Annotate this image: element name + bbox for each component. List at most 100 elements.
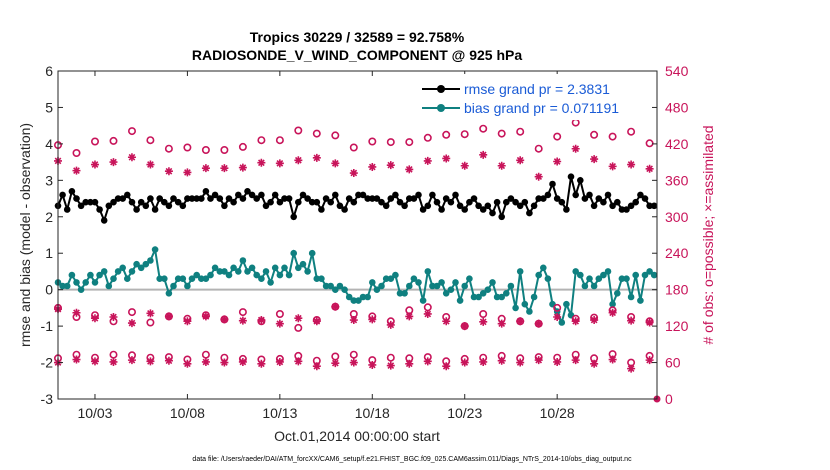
data-point <box>63 206 71 213</box>
y-tick-label: 0 <box>45 282 53 298</box>
data-point <box>438 279 445 286</box>
obs-possible-marker <box>627 127 636 136</box>
obs-assimilated-marker <box>275 357 284 366</box>
obs-possible-marker <box>497 129 506 138</box>
data-point <box>424 268 432 275</box>
data-point <box>100 217 108 224</box>
obs-possible-marker <box>91 137 100 146</box>
x-tick-label: 10/28 <box>540 405 575 421</box>
data-point <box>179 275 187 283</box>
data-point <box>466 275 473 283</box>
y-right-tick-label: 300 <box>665 209 689 225</box>
data-point <box>174 275 182 283</box>
data-point <box>526 209 533 217</box>
obs-assimilated-marker <box>201 164 210 173</box>
data-point <box>447 286 455 294</box>
data-point <box>271 264 279 272</box>
obs-assimilated-marker <box>164 167 173 176</box>
data-point <box>479 290 487 297</box>
obs-possible-marker <box>516 127 525 136</box>
data-point <box>239 195 247 202</box>
data-point <box>267 279 274 286</box>
data-point <box>165 202 173 210</box>
data-point <box>382 202 390 210</box>
data-point <box>489 279 496 286</box>
obs-possible-marker <box>608 132 617 141</box>
data-point <box>567 173 575 180</box>
obs-assimilated-marker <box>405 359 414 368</box>
data-point <box>341 286 348 294</box>
obs-assimilated-marker <box>220 315 229 324</box>
data-point <box>641 271 649 279</box>
series-line <box>57 176 655 224</box>
data-point <box>364 195 372 202</box>
data-point <box>521 198 529 206</box>
data-point <box>424 202 432 210</box>
obs-assimilated-marker <box>608 162 617 171</box>
data-point <box>563 206 570 213</box>
obs-assimilated-marker <box>275 159 284 168</box>
obs-assimilated-marker <box>275 319 284 328</box>
obs-possible-marker <box>72 149 81 158</box>
obs-assimilated-marker <box>220 358 229 367</box>
x-axis-label: Oct.01,2014 00:00:00 start <box>274 428 440 444</box>
plot-area <box>53 70 661 403</box>
data-point <box>410 275 418 283</box>
y-right-tick-label: 540 <box>665 63 689 79</box>
obs-assimilated-marker <box>479 357 488 366</box>
data-point <box>327 198 335 206</box>
data-point <box>188 195 196 202</box>
data-point <box>442 195 450 202</box>
data-point <box>586 191 593 199</box>
data-point <box>77 202 85 210</box>
data-point <box>475 202 482 210</box>
data-point <box>82 279 89 286</box>
obs-possible-marker <box>257 136 266 145</box>
obs-possible-marker <box>238 308 247 317</box>
data-point <box>581 282 589 290</box>
data-point <box>521 300 529 308</box>
data-point <box>493 293 501 301</box>
data-point <box>627 293 635 301</box>
y-tick-label: -1 <box>41 318 54 334</box>
data-point <box>68 271 76 279</box>
data-point <box>479 206 487 213</box>
data-point <box>202 188 210 195</box>
chart-subtitle: RADIOSONDE_V_WIND_COMPONENT @ 925 hPa <box>192 47 522 63</box>
legend-bias-label: bias grand pr = 0.071191 <box>464 100 619 116</box>
legend-rmse-marker <box>437 85 445 93</box>
obs-assimilated-marker <box>442 154 451 163</box>
data-point <box>415 279 422 286</box>
data-point <box>248 264 256 272</box>
obs-assimilated-marker <box>386 161 395 170</box>
data-point <box>147 195 154 202</box>
data-point <box>530 202 538 210</box>
data-point <box>623 275 630 283</box>
data-point <box>396 198 404 206</box>
data-point <box>581 195 589 202</box>
data-point <box>147 257 154 264</box>
data-point <box>498 293 506 301</box>
obs-assimilated-marker <box>368 162 377 171</box>
data-point <box>466 198 473 206</box>
data-point <box>207 271 214 279</box>
obs-assimilated-marker <box>423 156 432 165</box>
data-point <box>512 198 519 206</box>
data-point <box>419 206 427 213</box>
data-point <box>382 275 390 283</box>
obs-assimilated-marker <box>645 318 654 327</box>
data-point <box>355 191 362 199</box>
data-point <box>151 206 159 213</box>
data-point <box>322 282 330 290</box>
data-point <box>604 268 612 275</box>
data-point <box>156 195 163 202</box>
data-point <box>336 282 344 290</box>
data-point <box>142 260 150 268</box>
data-point <box>211 191 219 199</box>
data-point <box>572 191 579 199</box>
data-point <box>406 195 413 202</box>
obs-assimilated-marker <box>72 166 81 175</box>
obs-assimilated-marker <box>553 357 562 366</box>
obs-assimilated-marker <box>479 150 488 159</box>
legend-rmse-label: rmse grand pr = 2.3831 <box>464 81 610 97</box>
